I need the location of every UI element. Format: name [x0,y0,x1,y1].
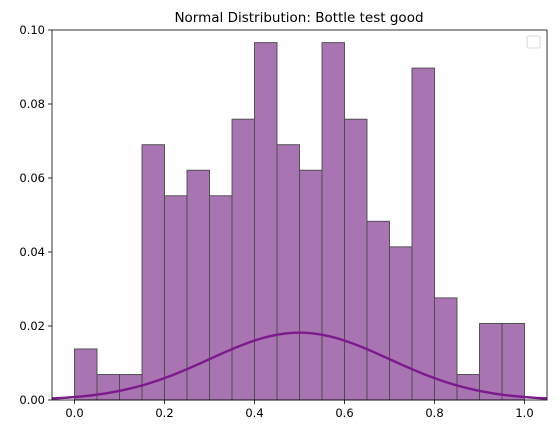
histogram-bar-3 [141,144,165,401]
x-axis-ticks: 0.0 0.2 0.4 0.6 0.8 1.0 [65,400,534,420]
histogram-bar-11 [321,42,345,401]
y-tick-label: 0.00 [19,393,45,407]
x-tick-label: 0.8 [425,406,443,420]
legend-box [526,35,541,49]
y-tick-label: 0.06 [19,171,45,185]
histogram-bar-18 [479,322,503,401]
histogram-bar-10 [299,169,323,401]
histogram-bar-7 [231,118,255,401]
histogram-bar-0 [74,348,98,401]
histogram-bar-14 [389,246,413,401]
y-tick-label: 0.10 [19,23,45,37]
histogram-bar-9 [276,144,300,401]
y-tick-label: 0.02 [19,319,45,333]
histogram-bar-8 [254,42,278,401]
histogram-bar-19 [501,322,525,401]
x-tick-label: 0.2 [155,406,173,420]
histogram-bar-12 [344,118,368,401]
histogram-bar-13 [366,220,390,401]
histogram-bar-6 [209,195,233,401]
x-tick-label: 0.0 [65,406,83,420]
y-axis-ticks: 0.00 0.02 0.04 0.06 0.08 0.10 [19,23,52,407]
axes-frame [51,29,548,401]
y-tick-label: 0.04 [19,245,45,259]
chart-title: Normal Distribution: Bottle test good [174,10,423,26]
x-tick-label: 1.0 [515,406,533,420]
normal-curve [51,331,548,400]
histogram-bars [74,42,525,401]
histogram-bar-1 [96,374,120,401]
y-tick-label: 0.08 [19,97,45,111]
x-tick-label: 0.6 [335,406,353,420]
x-tick-label: 0.4 [245,406,263,420]
histogram-bar-15 [411,67,435,401]
